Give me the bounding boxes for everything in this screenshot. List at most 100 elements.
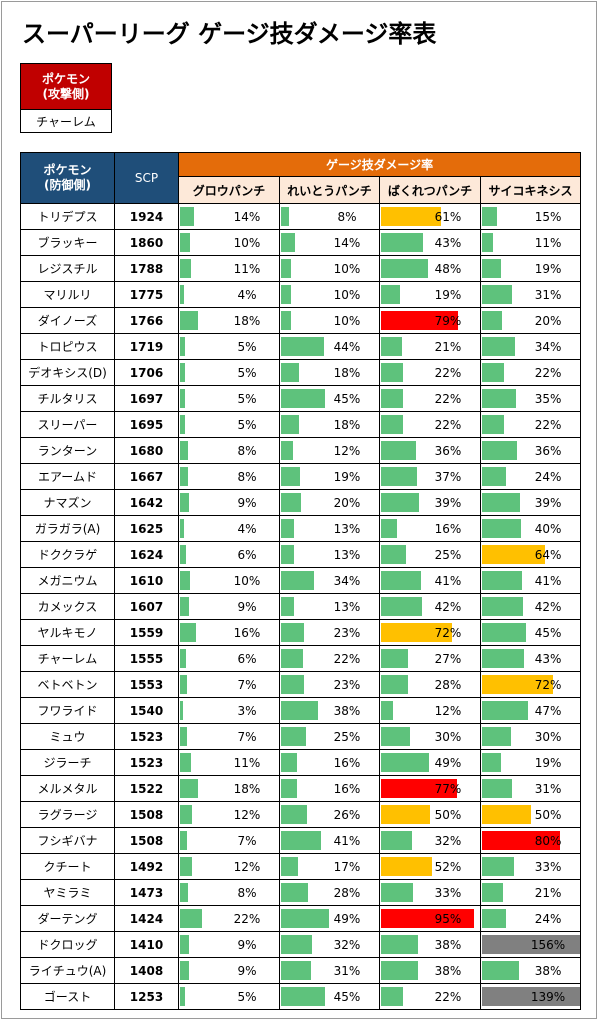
damage-bar bbox=[281, 935, 313, 954]
damage-cell: 11% bbox=[178, 255, 280, 282]
damage-cell: 13% bbox=[279, 593, 380, 620]
damage-cell: 5% bbox=[178, 983, 280, 1010]
damage-percent: 3% bbox=[237, 703, 257, 718]
damage-cell: 50% bbox=[379, 801, 481, 828]
damage-cell: 43% bbox=[479, 645, 582, 672]
damage-bar bbox=[482, 415, 504, 434]
damage-percent: 13% bbox=[333, 599, 361, 614]
damage-cell: 31% bbox=[279, 957, 380, 984]
damage-bar bbox=[482, 805, 531, 824]
damage-percent: 16% bbox=[434, 521, 462, 536]
damage-bar bbox=[381, 883, 414, 902]
damage-bar bbox=[281, 467, 300, 486]
damage-percent: 12% bbox=[233, 859, 261, 874]
attacker-box: ポケモン (攻撃側) チャーレム bbox=[20, 63, 112, 133]
damage-bar bbox=[482, 909, 506, 928]
damage-bar bbox=[180, 337, 185, 356]
scp-value: 1766 bbox=[114, 307, 179, 334]
damage-cell: 12% bbox=[178, 853, 280, 880]
table-row: フワライド 1540 3% 38% 12% 47% bbox=[20, 697, 582, 724]
damage-percent: 18% bbox=[233, 313, 261, 328]
damage-bar bbox=[281, 519, 294, 538]
damage-cell: 9% bbox=[178, 957, 280, 984]
damage-bar bbox=[482, 883, 503, 902]
table-row: エアームド 1667 8% 19% 37% 24% bbox=[20, 463, 582, 490]
defender-name: ダイノーズ bbox=[20, 307, 115, 334]
scp-value: 1667 bbox=[114, 463, 179, 490]
damage-cell: 5% bbox=[178, 359, 280, 386]
damage-bar bbox=[381, 233, 424, 252]
damage-bar bbox=[482, 259, 501, 278]
damage-bar bbox=[381, 727, 411, 746]
table-row: ブラッキー 1860 10% 14% 43% 11% bbox=[20, 229, 582, 256]
damage-cell: 28% bbox=[379, 671, 481, 698]
damage-cell: 19% bbox=[479, 749, 582, 776]
scp-value: 1492 bbox=[114, 853, 179, 880]
damage-bar bbox=[381, 987, 403, 1006]
damage-percent: 28% bbox=[333, 885, 361, 900]
damage-bar bbox=[180, 675, 187, 694]
damage-percent: 9% bbox=[237, 963, 257, 978]
damage-bar bbox=[180, 493, 189, 512]
damage-percent: 19% bbox=[333, 469, 361, 484]
damage-bar bbox=[180, 727, 187, 746]
damage-percent: 16% bbox=[333, 755, 361, 770]
damage-cell: 45% bbox=[279, 385, 380, 412]
damage-percent: 17% bbox=[333, 859, 361, 874]
damage-bar bbox=[482, 285, 513, 304]
damage-bar bbox=[381, 623, 452, 642]
damage-bar bbox=[281, 961, 312, 980]
damage-cell: 36% bbox=[379, 437, 481, 464]
scp-value: 1523 bbox=[114, 723, 179, 750]
damage-bar bbox=[281, 363, 299, 382]
damage-cell: 5% bbox=[178, 333, 280, 360]
defender-name: ラグラージ bbox=[20, 801, 115, 828]
damage-cell: 77% bbox=[379, 775, 481, 802]
damage-cell: 156% bbox=[479, 931, 582, 958]
damage-bar bbox=[281, 649, 303, 668]
defender-name: ベトベトン bbox=[20, 671, 115, 698]
scp-value: 1408 bbox=[114, 957, 179, 984]
defender-name: ガラガラ(A) bbox=[20, 515, 115, 542]
damage-bar bbox=[381, 961, 419, 980]
damage-percent: 8% bbox=[237, 885, 257, 900]
damage-bar bbox=[281, 857, 298, 876]
defender-name: ヤルキモノ bbox=[20, 619, 115, 646]
damage-percent: 22% bbox=[434, 365, 462, 380]
damage-cell: 22% bbox=[379, 359, 481, 386]
damage-percent: 43% bbox=[434, 235, 462, 250]
damage-cell: 4% bbox=[178, 281, 280, 308]
damage-cell: 7% bbox=[178, 723, 280, 750]
defender-name: フワライド bbox=[20, 697, 115, 724]
scp-value: 1695 bbox=[114, 411, 179, 438]
damage-percent: 39% bbox=[534, 495, 562, 510]
damage-cell: 16% bbox=[279, 749, 380, 776]
damage-bar bbox=[180, 259, 191, 278]
defender-name: マリルリ bbox=[20, 281, 115, 308]
page-title: スーパーリーグ ゲージ技ダメージ率表 bbox=[22, 20, 437, 48]
damage-cell: 52% bbox=[379, 853, 481, 880]
damage-cell: 38% bbox=[279, 697, 380, 724]
damage-cell: 10% bbox=[279, 281, 380, 308]
damage-cell: 10% bbox=[178, 567, 280, 594]
damage-bar bbox=[180, 857, 192, 876]
defender-name: ドクロッグ bbox=[20, 931, 115, 958]
damage-bar bbox=[381, 831, 413, 850]
damage-cell: 72% bbox=[379, 619, 481, 646]
damage-bar bbox=[180, 753, 191, 772]
damage-cell: 8% bbox=[178, 463, 280, 490]
table-row: トロピウス 1719 5% 44% 21% 34% bbox=[20, 333, 582, 360]
damage-percent: 48% bbox=[434, 261, 462, 276]
table-row: ライチュウ(A) 1408 9% 31% 38% 38% bbox=[20, 957, 582, 984]
damage-bar bbox=[482, 545, 545, 564]
damage-percent: 24% bbox=[534, 469, 562, 484]
damage-cell: 42% bbox=[379, 593, 481, 620]
damage-cell: 33% bbox=[479, 853, 582, 880]
damage-percent: 32% bbox=[434, 833, 462, 848]
damage-bar bbox=[281, 233, 295, 252]
table-row: ナマズン 1642 9% 20% 39% 39% bbox=[20, 489, 582, 516]
damage-bar bbox=[381, 207, 441, 226]
damage-cell: 11% bbox=[178, 749, 280, 776]
damage-percent: 11% bbox=[534, 235, 562, 250]
damage-bar bbox=[381, 493, 420, 512]
